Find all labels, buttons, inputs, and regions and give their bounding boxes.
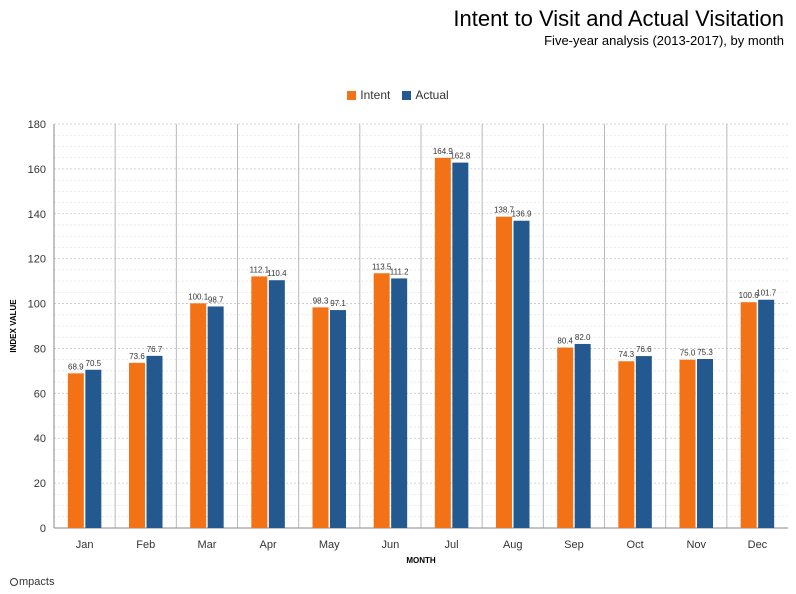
x-tick-label: Feb [136,539,155,551]
x-tick-label: Nov [686,539,706,551]
y-tick-label: 120 [28,254,46,266]
x-axis-title: MONTH [406,556,436,565]
legend-item-actual: Actual [402,88,449,102]
data-label-intent: 80.4 [557,337,573,346]
legend: Intent Actual [0,88,796,102]
data-label-actual: 70.5 [86,359,102,368]
data-label-actual: 97.1 [330,299,346,308]
y-tick-label: 0 [40,523,46,535]
data-label-intent: 100.6 [739,291,760,300]
data-label-intent: 98.3 [313,296,329,305]
x-tick-label: Jul [445,539,459,551]
bar-intent [312,307,329,528]
bar-actual [574,343,591,528]
bar-intent [557,347,574,528]
legend-label-intent: Intent [360,88,391,102]
data-label-intent: 138.7 [494,206,515,215]
bar-actual [391,278,408,528]
y-tick-label: 100 [28,299,46,311]
bar-actual [452,162,469,529]
bar-actual [85,369,102,528]
data-label-intent: 100.1 [188,292,209,301]
data-label-actual: 162.8 [450,152,471,161]
bar-intent [190,303,207,528]
bar-actual [513,220,530,529]
data-label-actual: 136.9 [511,210,532,219]
x-tick-label: Dec [748,539,768,551]
data-label-actual: 111.2 [390,267,409,276]
bar-intent [740,302,757,528]
data-label-intent: 113.5 [372,262,392,271]
data-label-actual: 98.7 [208,295,224,304]
x-tick-label: Jan [76,539,94,551]
x-tick-label: Jun [382,539,400,551]
legend-item-intent: Intent [347,88,390,102]
bar-intent [67,373,84,528]
x-tick-label: Oct [627,539,644,551]
data-label-actual: 76.6 [636,345,652,354]
data-label-intent: 112.1 [250,265,270,274]
y-tick-label: 80 [34,343,46,355]
y-tick-label: 140 [28,209,46,221]
bar-intent [618,361,635,528]
impacts-logo: mpacts [10,576,54,588]
y-tick-label: 160 [28,164,46,176]
data-label-intent: 74.3 [619,350,635,359]
bar-actual [330,310,346,528]
data-label-actual: 76.7 [147,345,163,354]
bar-intent [434,157,451,528]
x-tick-label: Aug [503,539,523,551]
bar-intent [129,362,145,528]
y-axis-title: INDEX VALUE [9,299,18,353]
bar-actual [268,280,285,528]
chart-title: Intent to Visit and Actual Visitation [453,6,784,31]
data-label-actual: 75.3 [697,348,713,357]
bar-intent [373,273,390,528]
bar-intent [496,216,512,528]
y-tick-label: 60 [34,388,46,400]
bar-intent [679,359,696,528]
x-tick-label: May [319,539,340,551]
data-label-actual: 82.0 [575,333,591,342]
legend-swatch-actual [402,90,412,100]
logo-text: mpacts [19,576,55,588]
bar-actual [635,356,652,528]
x-tick-label: Sep [564,539,584,551]
data-label-actual: 101.7 [756,289,777,298]
x-tick-label: Apr [260,539,277,551]
data-label-intent: 164.9 [433,147,454,156]
data-label-actual: 110.4 [267,269,287,278]
bar-intent [251,276,268,528]
legend-swatch-intent [347,90,357,100]
data-label-intent: 68.9 [68,362,84,371]
bar-actual [146,355,163,528]
chart-subtitle: Five-year analysis (2013-2017), by month [544,33,784,48]
bar-actual [207,306,224,528]
x-tick-label: Mar [197,539,216,551]
bar-actual [697,358,713,528]
y-tick-label: 40 [34,433,46,445]
logo-mark-icon [10,578,18,586]
y-tick-label: 20 [34,478,46,490]
legend-label-actual: Actual [415,88,449,102]
data-label-intent: 75.0 [680,349,696,358]
bar-actual [758,299,775,528]
y-tick-label: 180 [28,119,46,131]
data-label-intent: 73.6 [129,352,145,361]
